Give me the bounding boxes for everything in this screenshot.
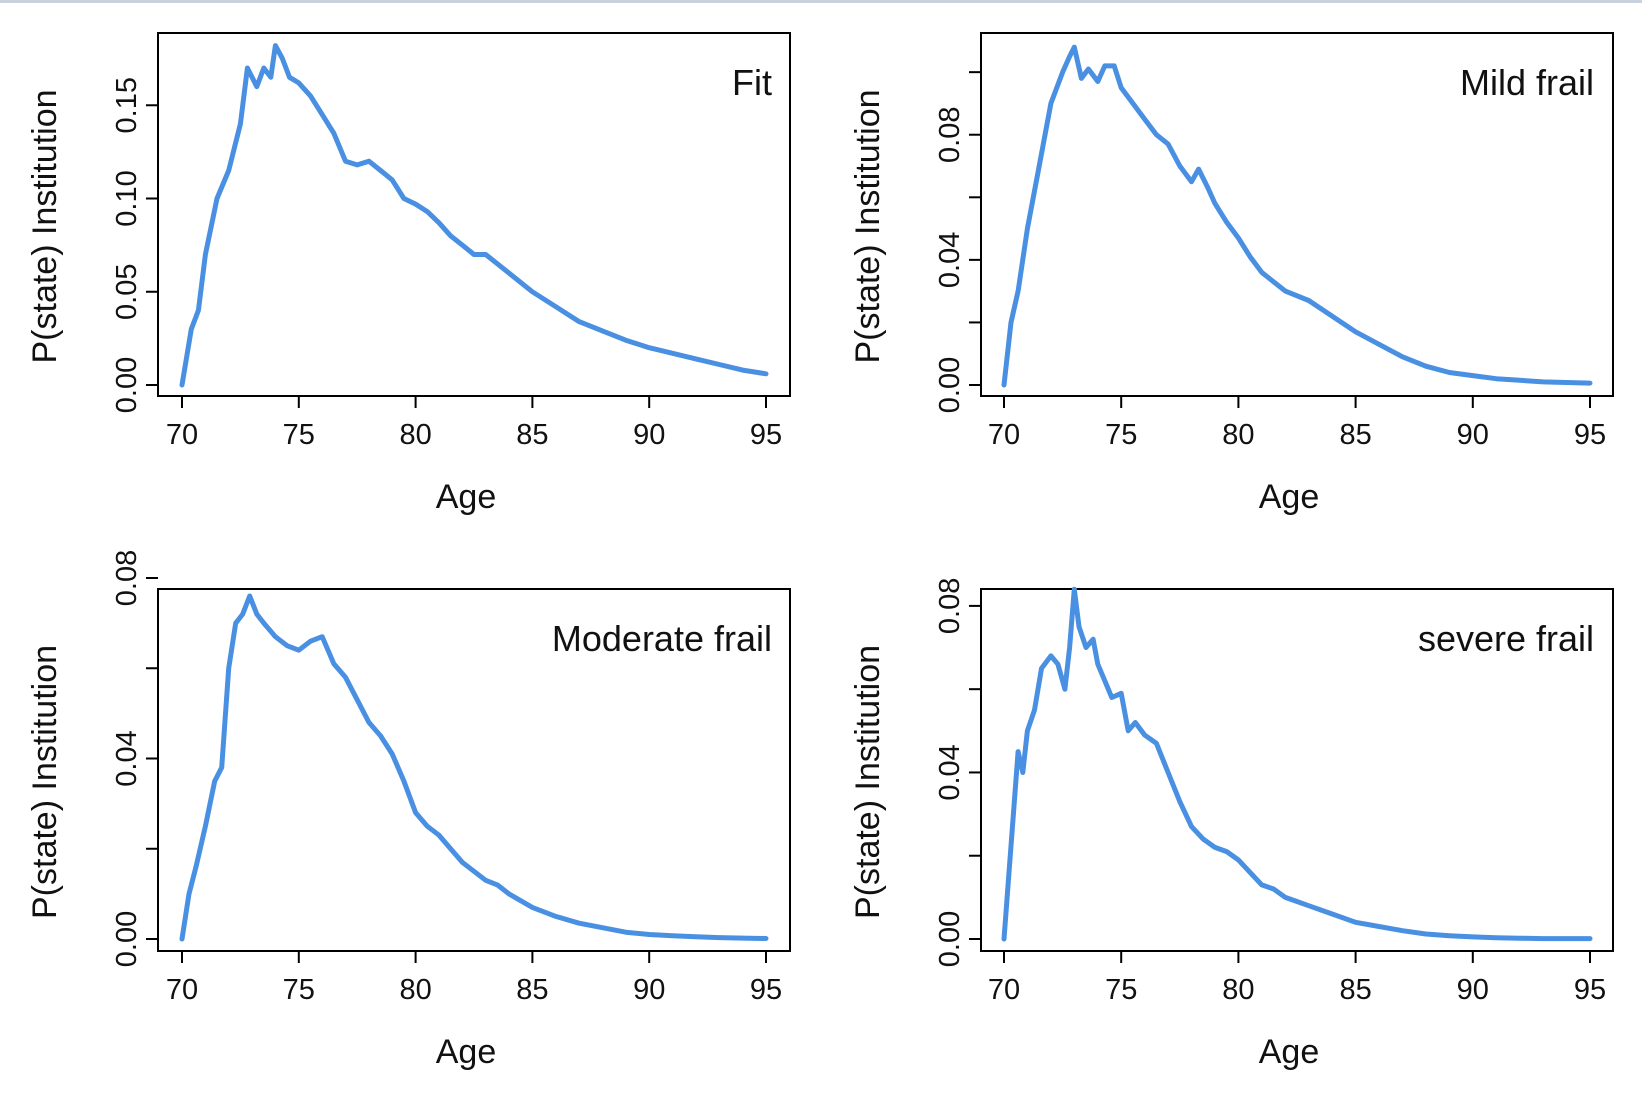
plot-frame — [980, 588, 1614, 952]
y-axis-title: P(state) Institution — [849, 645, 887, 919]
chart-panel-2: 70 75 80 85 90 95 0.00 0.04 0.08 Age P(state) Inst… — [849, 32, 1614, 516]
x-tick-label: 70 — [166, 419, 198, 451]
x-tick-label: 85 — [516, 974, 548, 1006]
y-tick-label: 0.08 — [934, 578, 966, 634]
x-tick-label: 85 — [516, 419, 548, 451]
y-tick-label: 0.04 — [111, 730, 143, 786]
x-tick-label: 95 — [1574, 419, 1606, 451]
x-tick-label: 85 — [1339, 419, 1371, 451]
series-line — [179, 593, 769, 942]
x-axis-title: Age — [436, 478, 497, 516]
plot-frame — [157, 32, 791, 397]
y-axis-title: P(state) Institution — [26, 89, 64, 363]
x-tick-label: 95 — [1574, 974, 1606, 1006]
y-tick-label: 0.08 — [934, 106, 966, 162]
plot-frame — [980, 32, 1614, 397]
x-tick-label: 75 — [283, 419, 315, 451]
x-tick-label: 95 — [750, 974, 782, 1006]
top-divider — [0, 0, 1642, 3]
y-axis-title: P(state) Institution — [26, 645, 64, 919]
x-tick-label: 80 — [399, 974, 431, 1006]
panel-label: Fit — [732, 62, 772, 103]
x-tick-label: 70 — [166, 974, 198, 1006]
plot-frame — [157, 588, 791, 952]
chart-panel-4: 70 75 80 85 90 95 0.00 0.04 0.08 Age P(state) Inst… — [849, 578, 1614, 1071]
chart-panel-3: 70 75 80 85 90 95 0.00 0.04 0.08 Age P(state) Inst… — [26, 550, 791, 1071]
x-axis-title: Age — [436, 1033, 497, 1071]
x-tick-label: 95 — [750, 419, 782, 451]
x-tick-label: 90 — [1457, 419, 1489, 451]
x-tick-label: 80 — [399, 419, 431, 451]
x-tick-label: 90 — [633, 419, 665, 451]
x-tick-label: 70 — [988, 419, 1020, 451]
x-tick-label: 80 — [1222, 974, 1254, 1006]
y-tick-label: 0.08 — [111, 550, 143, 606]
x-tick-label: 85 — [1339, 974, 1371, 1006]
x-tick-label: 90 — [633, 974, 665, 1006]
panel-label: Moderate frail — [552, 618, 772, 659]
y-tick-label: 0.04 — [934, 744, 966, 800]
y-axis-title: P(state) Institution — [849, 89, 887, 363]
x-axis-title: Age — [1259, 478, 1320, 516]
y-tick-label: 0.15 — [111, 77, 143, 133]
y-tick-label: 0.00 — [934, 357, 966, 413]
chart-panel-1: 70 75 80 85 90 95 0.00 0.05 0.10 0.15 Age P(state) … — [26, 32, 791, 516]
series-line — [1001, 44, 1593, 388]
x-tick-label: 75 — [1105, 974, 1137, 1006]
x-tick-label: 80 — [1222, 419, 1254, 451]
x-tick-label: 90 — [1457, 974, 1489, 1006]
y-tick-label: 0.00 — [934, 911, 966, 967]
y-tick-label: 0.05 — [111, 264, 143, 320]
series-line — [179, 43, 769, 388]
panel-label: Mild frail — [1460, 62, 1594, 103]
y-tick-label: 0.10 — [111, 170, 143, 226]
x-tick-label: 75 — [283, 974, 315, 1006]
x-tick-label: 70 — [988, 974, 1020, 1006]
y-tick-label: 0.04 — [934, 232, 966, 288]
x-tick-label: 75 — [1105, 419, 1137, 451]
panel-label: severe frail — [1418, 618, 1594, 659]
y-tick-label: 0.00 — [111, 357, 143, 413]
series-line — [1001, 586, 1593, 942]
x-axis-title: Age — [1259, 1033, 1320, 1071]
y-tick-label: 0.00 — [111, 911, 143, 967]
